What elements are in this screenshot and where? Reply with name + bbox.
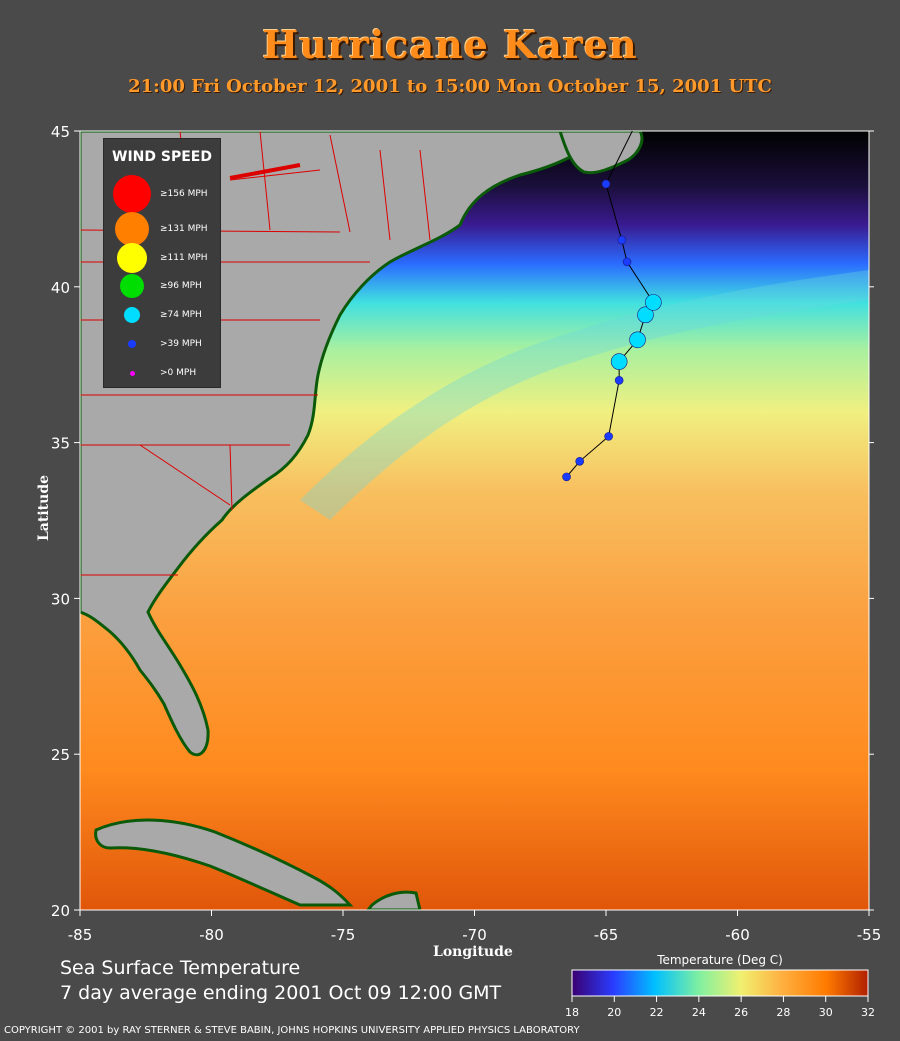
legend-swatch: [124, 307, 140, 323]
sst-title: Sea Surface Temperature: [60, 957, 301, 979]
y-tick-label: 30: [51, 590, 70, 608]
colorbar-tick-label: 32: [861, 1006, 875, 1019]
legend-swatch: [117, 243, 147, 273]
legend-swatch: [113, 175, 151, 213]
legend-title: WIND SPEED: [112, 149, 212, 165]
x-tick-label: -75: [331, 926, 356, 944]
colorbar-tick-label: 26: [734, 1006, 748, 1019]
colorbar-tick-label: 28: [776, 1006, 790, 1019]
colorbar-tick-label: 20: [607, 1006, 621, 1019]
legend-item: ≥96 MPH: [104, 271, 220, 301]
storm-track-point[interactable]: [610, 353, 628, 370]
legend-label: ≥131 MPH: [160, 224, 208, 234]
legend-label: ≥96 MPH: [160, 281, 202, 291]
storm-track-point[interactable]: [604, 432, 613, 441]
axis-ticks: -85 -80 -75 -70 -65 -60 -55 45 40 35 30 25 20: [51, 123, 881, 944]
x-tick-label: -85: [68, 926, 93, 944]
legend-label: ≥156 MPH: [160, 189, 208, 199]
map-subtitle: 21:00 Fri October 12, 2001 to 15:00 Mon …: [128, 76, 772, 97]
y-tick-label: 35: [51, 435, 70, 453]
colorbar-tick-label: 22: [650, 1006, 664, 1019]
storm-track-point[interactable]: [575, 456, 585, 466]
map-title: Hurricane Karen: [262, 22, 638, 67]
legend-item: >0 MPH: [104, 358, 220, 388]
colorbar-tick-label: 18: [565, 1006, 579, 1019]
longitude-axis-label: Longitude: [433, 944, 513, 960]
y-tick-label: 25: [51, 746, 70, 764]
colorbar-ticks: 18 20 22 24 26 28 30 32: [565, 996, 875, 1019]
colorbar-tick-label: 24: [692, 1006, 706, 1019]
legend-swatch: [120, 274, 144, 298]
legend-label: >39 MPH: [160, 339, 202, 349]
storm-track-line-exit: [605, 130, 633, 185]
x-tick-label: -55: [857, 926, 882, 944]
y-tick-label: 40: [51, 279, 70, 297]
y-tick-label: 45: [51, 123, 70, 141]
legend-item: ≥74 MPH: [104, 300, 220, 330]
great-lakes-shoreline: [229, 163, 301, 180]
legend-label: ≥74 MPH: [160, 310, 202, 320]
storm-track-point[interactable]: [614, 375, 624, 385]
legend-item: >39 MPH: [104, 329, 220, 359]
storm-track-point[interactable]: [601, 179, 611, 189]
legend-label: ≥111 MPH: [160, 253, 208, 263]
hispaniola-land: [366, 890, 422, 910]
legend-swatch: [128, 340, 136, 348]
legend-item: ≥111 MPH: [104, 243, 220, 273]
storm-track-point[interactable]: [629, 331, 646, 349]
colorbar-tick-label: 30: [819, 1006, 833, 1019]
x-tick-label: -60: [725, 926, 750, 944]
legend-item: ≥131 MPH: [104, 212, 220, 246]
nova-scotia-land: [558, 131, 644, 175]
legend-swatch: [129, 370, 135, 376]
temperature-colorbar: [571, 969, 869, 997]
storm-track-point[interactable]: [637, 306, 654, 324]
legend-label: >0 MPH: [160, 368, 197, 378]
latitude-axis-label: Latitude: [36, 474, 52, 542]
sst-period: 7 day average ending 2001 Oct 09 12:00 G…: [60, 982, 502, 1004]
storm-track-point[interactable]: [617, 235, 627, 245]
copyright-notice: COPYRIGHT © 2001 by RAY STERNER & STEVE …: [4, 1025, 580, 1036]
wind-speed-legend: WIND SPEED ≥156 MPH ≥131 MPH ≥111 MPH ≥96 M…: [103, 138, 221, 388]
x-tick-label: -80: [199, 926, 224, 944]
legend-item: ≥156 MPH: [104, 175, 220, 213]
storm-track-point[interactable]: [622, 257, 632, 267]
storm-track: [562, 130, 662, 482]
x-tick-label: -70: [462, 926, 487, 944]
y-tick-label: 20: [51, 902, 70, 920]
cuba-land: [94, 818, 354, 907]
colorbar-title: Temperature (Deg C): [657, 953, 783, 967]
legend-swatch: [115, 212, 149, 246]
x-tick-label: -65: [594, 926, 619, 944]
storm-track-point[interactable]: [562, 472, 571, 482]
gulf-stream-band: [300, 270, 869, 520]
storm-track-point[interactable]: [645, 294, 662, 311]
